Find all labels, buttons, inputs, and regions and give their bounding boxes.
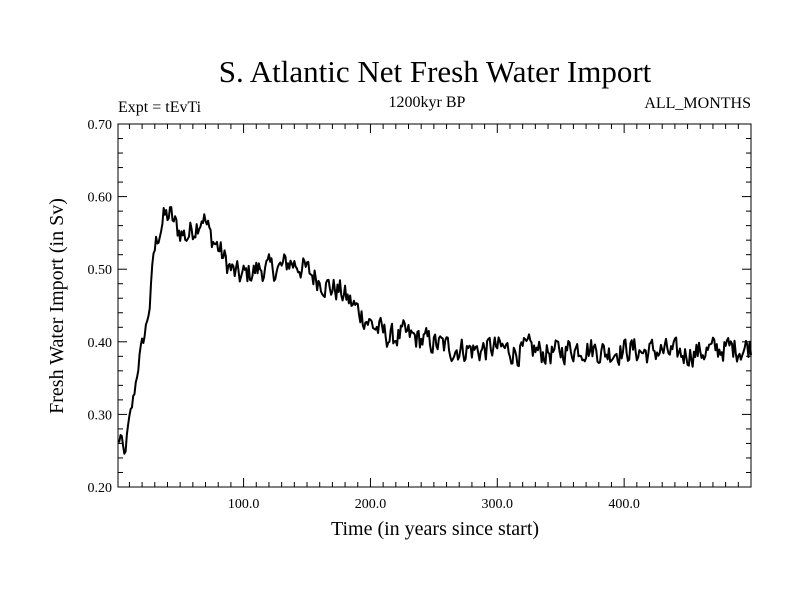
- y-tick-label: 0.50: [88, 263, 113, 278]
- months-label: ALL_MONTHS: [644, 95, 751, 112]
- y-tick-label: 0.70: [88, 118, 113, 133]
- y-tick-label: 0.40: [88, 336, 113, 351]
- x-tick-label: 100.0: [228, 497, 260, 512]
- series-line-fresh-water-import: [117, 206, 752, 455]
- experiment-label: Expt = tEvTi: [118, 99, 202, 116]
- chart-title: S. Atlantic Net Fresh Water Import: [219, 54, 652, 89]
- axis-ticks: [118, 124, 751, 487]
- axis-tick-labels: 100.0 200.0 300.0 400.0 0.20 0.30 0.40 0.50 0.60…: [88, 118, 640, 512]
- plot-frame: [117, 123, 752, 488]
- y-tick-label: 0.30: [88, 408, 113, 423]
- y-tick-label: 0.20: [88, 481, 113, 496]
- x-axis-label: Time (in years since start): [331, 518, 539, 540]
- x-tick-label: 200.0: [355, 497, 387, 512]
- y-tick-label: 0.60: [88, 191, 113, 206]
- y-axis-label: Fresh Water Import (in Sv): [46, 198, 68, 414]
- period-label: 1200kyr BP: [389, 94, 466, 111]
- x-tick-label: 400.0: [608, 497, 640, 512]
- x-tick-label: 300.0: [482, 497, 514, 512]
